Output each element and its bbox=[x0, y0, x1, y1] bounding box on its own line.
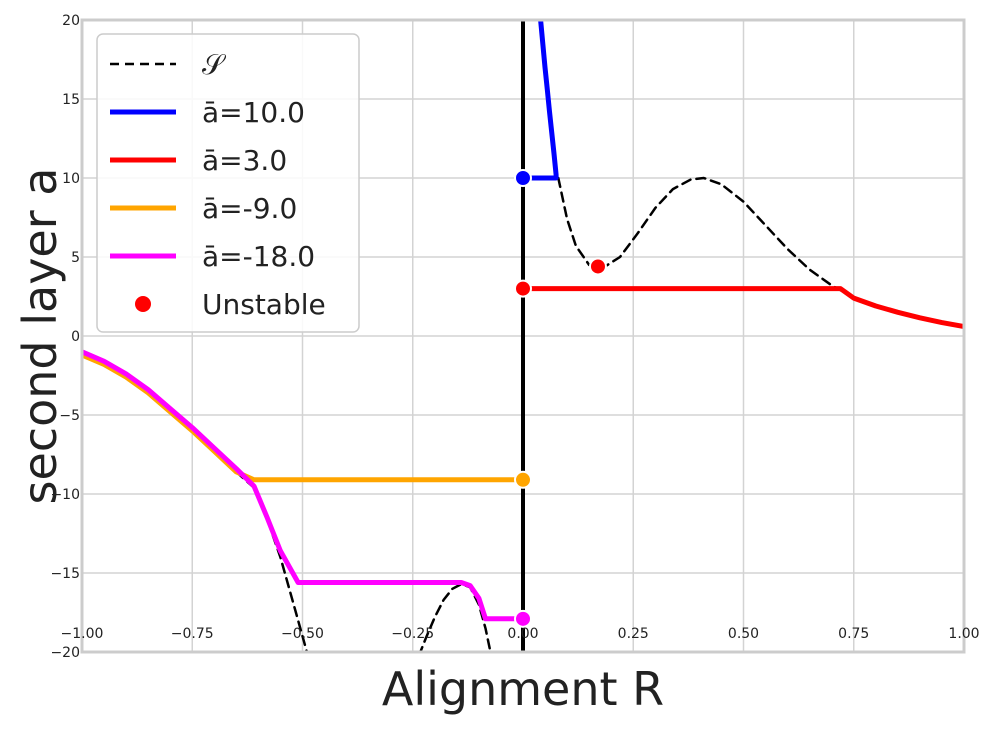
legend-label-2: ā=3.0 bbox=[202, 144, 287, 177]
series-line-0 bbox=[557, 176, 851, 297]
series-line-2 bbox=[520, 286, 964, 329]
data-point-1 bbox=[514, 279, 532, 298]
data-point-3 bbox=[514, 609, 532, 628]
legend-label-4: ā=-18.0 bbox=[202, 240, 315, 273]
x-tick-label: 0.25 bbox=[618, 626, 649, 642]
x-tick-label: 0.50 bbox=[728, 626, 759, 642]
x-tick-label: 0.75 bbox=[838, 626, 869, 642]
y-tick-label: 0 bbox=[71, 329, 80, 345]
legend-label-5: Unstable bbox=[202, 288, 326, 321]
points-layer bbox=[514, 169, 607, 628]
data-point-0 bbox=[514, 169, 532, 187]
tick-labels: −1.00 −0.75 −0.50 −0.25 0.00 0.25 0.50 0.75 1.00… bbox=[50, 13, 979, 661]
x-tick-label: −1.00 bbox=[61, 626, 104, 642]
plot-frame bbox=[80, 18, 966, 654]
y-tick-label: −10 bbox=[50, 487, 80, 503]
y-axis-title: second layer a bbox=[13, 168, 67, 505]
x-tick-label: −0.25 bbox=[391, 626, 434, 642]
series-layer bbox=[82, 20, 964, 652]
series-line-0 bbox=[419, 582, 492, 652]
legend-label-0: 𝒮 bbox=[202, 48, 227, 81]
data-point-4 bbox=[588, 257, 607, 276]
x-axis-title: Alignment R bbox=[382, 662, 664, 716]
y-tick-label: 20 bbox=[62, 13, 80, 29]
x-tick-label: 0.00 bbox=[507, 626, 538, 642]
x-tick-label: −0.50 bbox=[281, 626, 324, 642]
legend-marker-5 bbox=[135, 296, 151, 312]
y-tick-label: −20 bbox=[50, 645, 80, 661]
series-line-1 bbox=[520, 20, 559, 181]
legend-label-3: ā=-9.0 bbox=[202, 192, 297, 225]
series-line-4 bbox=[82, 349, 526, 622]
legend-label-1: ā=10.0 bbox=[202, 96, 305, 129]
y-tick-label: −15 bbox=[50, 566, 80, 582]
x-tick-label: 1.00 bbox=[948, 626, 979, 642]
y-tick-label: 10 bbox=[62, 171, 80, 187]
data-point-2 bbox=[514, 470, 532, 489]
y-tick-label: 5 bbox=[71, 250, 80, 266]
legend: 𝒮ā=10.0 ā=3.0 ā=-9.0 ā=-18.0 Unstable bbox=[96, 33, 360, 333]
x-tick-label: −0.75 bbox=[171, 626, 214, 642]
y-tick-label: −5 bbox=[59, 408, 80, 424]
y-tick-label: 15 bbox=[62, 92, 80, 108]
